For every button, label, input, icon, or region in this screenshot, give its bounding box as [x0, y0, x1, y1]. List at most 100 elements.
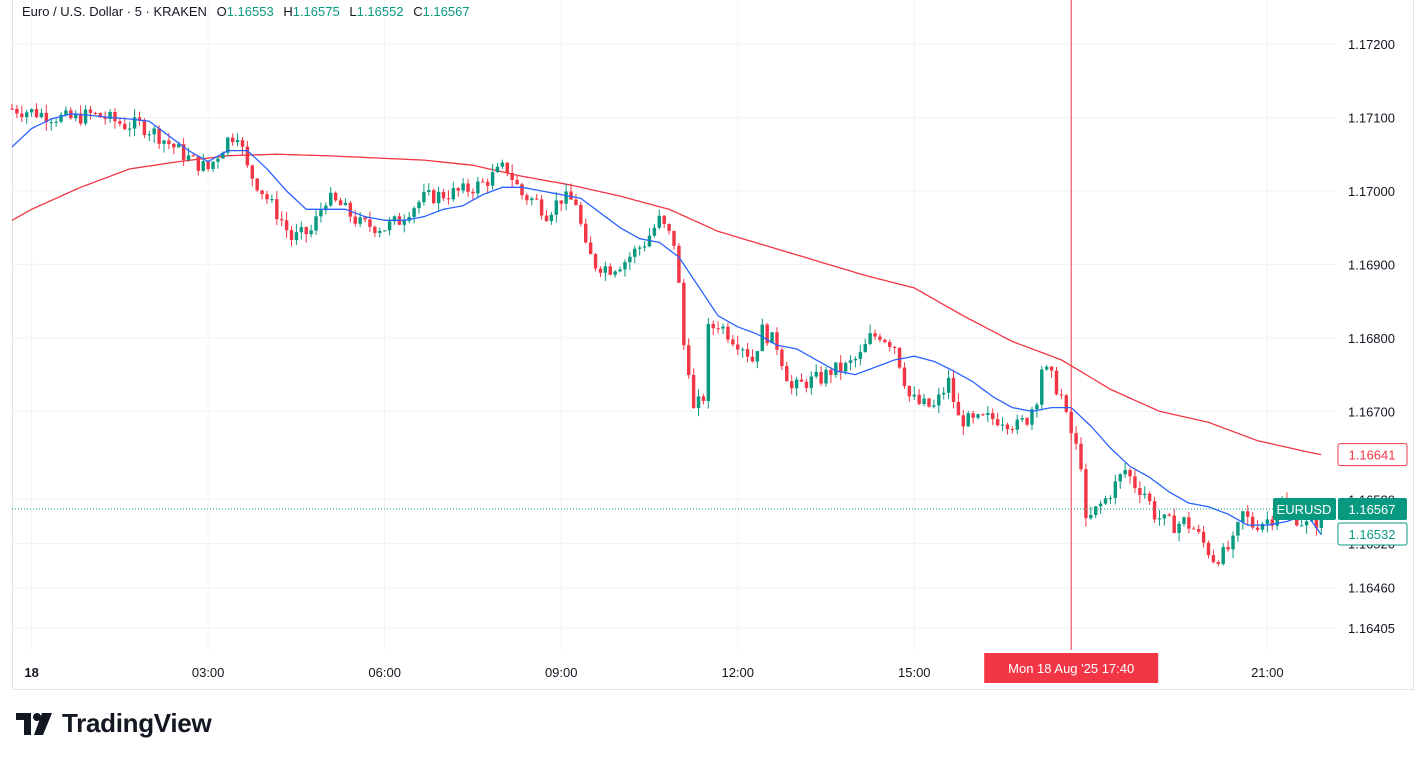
- candle-body: [427, 190, 431, 193]
- candle-body: [613, 271, 617, 275]
- open-label: O: [216, 4, 227, 19]
- candle-body: [240, 140, 245, 147]
- candle-body: [642, 246, 647, 248]
- price-chart[interactable]: Mon 18 Aug '25 17:40 1.17200 1.17100 1.170…: [0, 0, 1426, 700]
- candle-body: [1094, 506, 1098, 515]
- ma-slow-price-box: [1337, 443, 1408, 467]
- candle-body: [574, 199, 578, 206]
- candle-body: [44, 112, 49, 123]
- candle-body: [991, 413, 995, 420]
- candle-body: [358, 217, 362, 224]
- candle-body: [652, 227, 657, 236]
- candle-body: [1079, 443, 1083, 470]
- candle-body: [1246, 511, 1250, 517]
- candle-body: [863, 344, 867, 353]
- candle-body: [623, 262, 627, 270]
- candle-body: [843, 363, 848, 372]
- candle-body: [74, 113, 78, 119]
- candle-body: [83, 109, 88, 124]
- time-tick-label: 18: [24, 665, 38, 680]
- candle-body: [745, 349, 750, 357]
- candle-body: [691, 375, 696, 409]
- candle-body: [250, 165, 254, 179]
- candle-body: [883, 339, 887, 343]
- candle-body: [525, 195, 529, 201]
- candle-body: [1157, 518, 1162, 520]
- ma-slow-line: [11, 153, 1322, 456]
- candle-body: [1182, 517, 1186, 524]
- candle-body: [432, 190, 436, 204]
- candle-body: [1049, 366, 1054, 371]
- candle-body: [1064, 395, 1069, 412]
- candles-group: [10, 103, 1324, 567]
- candle-body: [230, 137, 235, 143]
- candle-body: [1177, 523, 1181, 533]
- tradingview-logo[interactable]: TradingView: [16, 708, 212, 739]
- candle-body: [137, 117, 142, 121]
- candle-body: [29, 109, 34, 113]
- candle-body: [554, 200, 559, 215]
- open-value: 1.16553: [226, 4, 274, 19]
- candle-body: [858, 352, 863, 359]
- crosshair-time-label: Mon 18 Aug '25 17:40: [1008, 661, 1134, 676]
- candle-body: [770, 332, 774, 344]
- candle-body: [451, 188, 456, 200]
- candle-body: [1000, 424, 1005, 426]
- tradingview-logo-text: TradingView: [62, 708, 212, 738]
- candle-body: [902, 367, 907, 387]
- candle-body: [897, 347, 902, 368]
- candle-body: [740, 349, 745, 351]
- candle-body: [348, 202, 353, 217]
- price-tick-label: 1.16800: [1348, 331, 1395, 346]
- candle-body: [878, 336, 882, 340]
- candle-body: [672, 230, 676, 246]
- candle-body: [510, 173, 514, 180]
- candle-body: [309, 230, 313, 235]
- price-tick-label: 1.17100: [1348, 111, 1395, 126]
- candle-body: [515, 179, 519, 185]
- candle-body: [402, 220, 407, 225]
- candle-body: [387, 221, 392, 231]
- symbol-title[interactable]: Euro / U.S. Dollar · 5 · KRAKEN: [22, 4, 207, 19]
- low-value: 1.16552: [356, 4, 404, 19]
- time-axis[interactable]: 18 03:00 06:00 09:00 12:00 15:00 21:00: [24, 665, 1283, 680]
- chart-frame[interactable]: [12, 0, 1414, 690]
- price-tick-label: 1.16700: [1348, 404, 1395, 419]
- candle-body: [201, 161, 205, 171]
- candle-body: [775, 332, 779, 350]
- time-tick-label: 12:00: [721, 665, 754, 680]
- candle-body: [279, 219, 284, 221]
- candle-body: [1162, 514, 1167, 519]
- candle-body: [270, 199, 274, 201]
- candle-body: [78, 113, 83, 124]
- candle-body: [1147, 493, 1152, 502]
- candle-body: [824, 369, 828, 384]
- candle-body: [868, 333, 872, 345]
- candle-body: [1103, 498, 1108, 504]
- candle-body: [579, 205, 583, 224]
- candle-body: [304, 227, 308, 235]
- candle-body: [265, 194, 269, 200]
- candle-body: [1118, 474, 1122, 482]
- candle-body: [417, 202, 421, 209]
- candle-body: [329, 192, 333, 206]
- candle-body: [932, 405, 936, 407]
- candle-body: [1015, 419, 1019, 430]
- candle-body: [819, 371, 823, 384]
- ma-slow-group: [11, 153, 1322, 456]
- candle-body: [456, 188, 460, 191]
- candle-body: [1260, 523, 1265, 530]
- price-axis[interactable]: 1.17200 1.17100 1.17000 1.16900 1.16800 1.167…: [1348, 37, 1395, 636]
- candle-body: [392, 216, 397, 222]
- candle-body: [789, 381, 794, 389]
- candle-body: [191, 155, 196, 157]
- high-value: 1.16575: [292, 4, 340, 19]
- candle-body: [1113, 481, 1118, 498]
- candle-body: [1054, 370, 1059, 395]
- candle-body: [1108, 497, 1113, 499]
- candle-body: [108, 111, 112, 119]
- candle-body: [1196, 529, 1201, 532]
- candle-body: [794, 379, 799, 389]
- candle-body: [196, 156, 201, 171]
- candle-body: [1059, 394, 1064, 396]
